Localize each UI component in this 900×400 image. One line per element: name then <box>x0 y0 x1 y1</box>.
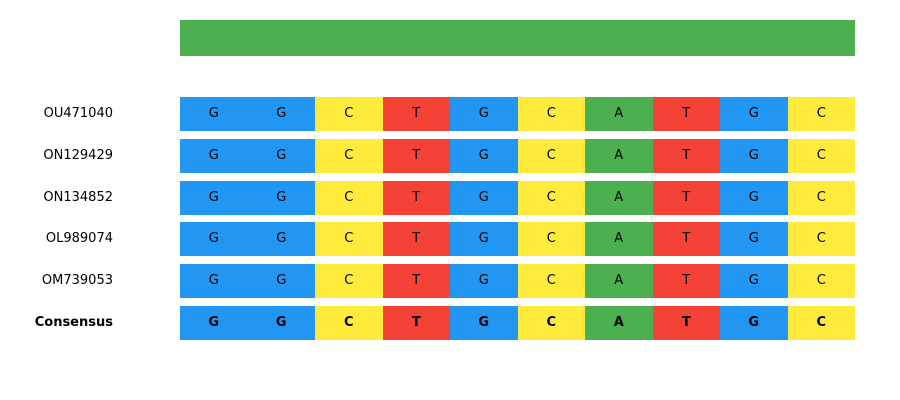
conservation-bar <box>180 20 855 56</box>
nucleotide-cell: G <box>180 138 248 173</box>
nucleotide-cell: G <box>247 306 315 340</box>
nucleotide-cell: T <box>382 264 450 299</box>
nucleotide-cell: C <box>787 222 855 257</box>
nucleotide-cell: G <box>180 222 248 257</box>
nucleotide-cell: T <box>652 306 720 340</box>
nucleotide-cell: T <box>382 222 450 257</box>
nucleotide-cell: C <box>517 97 585 131</box>
nucleotide-cell: G <box>450 222 518 257</box>
nucleotide-cell: T <box>652 97 720 131</box>
nucleotide-cell: G <box>720 222 788 257</box>
row-label: OL989074 <box>45 231 113 247</box>
nucleotide-cell: G <box>450 306 518 340</box>
row-label: ON129429 <box>43 147 113 163</box>
nucleotide-cell: G <box>720 180 788 215</box>
nucleotide-cell: C <box>315 222 383 257</box>
nucleotide-cell: C <box>787 138 855 173</box>
nucleotide-cell: G <box>180 180 248 215</box>
nucleotide-cell: C <box>517 306 585 340</box>
nucleotide-cell: G <box>450 97 518 131</box>
nucleotide-cell: C <box>787 180 855 215</box>
nucleotide-cell: C <box>315 264 383 299</box>
nucleotide-cell: A <box>585 180 653 215</box>
row-label: OU471040 <box>43 106 113 121</box>
nucleotide-cell: G <box>450 180 518 215</box>
nucleotide-cell: G <box>180 306 248 340</box>
nucleotide-cell: C <box>787 306 855 340</box>
nucleotide-cell: G <box>247 222 315 257</box>
nucleotide-cell: A <box>585 97 653 131</box>
row-label: Consensus <box>34 315 113 330</box>
nucleotide-cell: C <box>517 138 585 173</box>
nucleotide-cell: C <box>517 180 585 215</box>
nucleotide-cell: G <box>450 138 518 173</box>
nucleotide-cell: A <box>585 264 653 299</box>
nucleotide-cell: G <box>247 180 315 215</box>
nucleotide-cell: G <box>180 97 248 131</box>
nucleotide-cell: G <box>247 138 315 173</box>
nucleotide-cell: C <box>315 306 383 340</box>
nucleotide-cell: C <box>315 138 383 173</box>
nucleotide-cell: A <box>585 222 653 257</box>
nucleotide-cell: C <box>787 97 855 131</box>
nucleotide-cell: G <box>247 264 315 299</box>
nucleotide-cell: T <box>652 222 720 257</box>
nucleotide-cell: G <box>450 264 518 299</box>
nucleotide-cell: A <box>585 306 653 340</box>
nucleotide-cell: T <box>652 180 720 215</box>
nucleotide-cell: C <box>787 264 855 299</box>
nucleotide-cell: A <box>585 138 653 173</box>
nucleotide-cell: C <box>315 97 383 131</box>
nucleotide-cell: T <box>652 264 720 299</box>
row-label: OM739053 <box>41 273 113 289</box>
nucleotide-cell: G <box>720 306 788 340</box>
nucleotide-cell: C <box>517 264 585 299</box>
nucleotide-cell: G <box>720 264 788 299</box>
nucleotide-cell: T <box>382 180 450 215</box>
nucleotide-cell: T <box>382 138 450 173</box>
nucleotide-cell: T <box>652 138 720 173</box>
nucleotide-cell: T <box>382 97 450 131</box>
nucleotide-cell: T <box>382 306 450 340</box>
nucleotide-cell: G <box>720 97 788 131</box>
nucleotide-cell: C <box>315 180 383 215</box>
row-label: ON134852 <box>43 189 113 205</box>
nucleotide-cell: G <box>247 97 315 131</box>
nucleotide-cell: C <box>517 222 585 257</box>
nucleotide-cell: G <box>180 264 248 299</box>
nucleotide-cell: G <box>720 138 788 173</box>
